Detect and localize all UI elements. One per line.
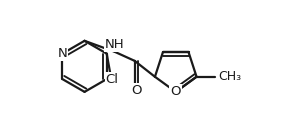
Text: O: O (170, 85, 181, 98)
Text: O: O (131, 84, 142, 97)
Text: N: N (58, 47, 67, 60)
Text: Cl: Cl (106, 73, 119, 86)
Text: NH: NH (105, 38, 124, 51)
Text: CH₃: CH₃ (218, 70, 242, 83)
